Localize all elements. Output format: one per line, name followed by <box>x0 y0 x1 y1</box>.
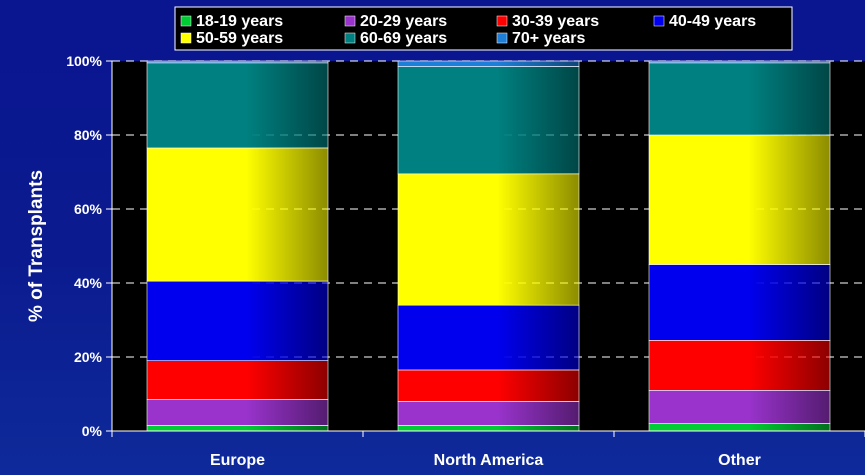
legend-swatch <box>496 15 508 27</box>
y-tick-label: 100% <box>66 53 102 69</box>
y-tick-label: 20% <box>74 349 103 365</box>
legend-label: 60-69 years <box>360 30 447 47</box>
legend-swatch <box>344 32 356 44</box>
legend-swatch <box>180 32 192 44</box>
bar-segment <box>146 62 329 149</box>
bar-segment <box>648 264 831 341</box>
bar-segment <box>648 134 831 265</box>
bar-segment <box>397 304 580 371</box>
y-tick-label: 60% <box>74 201 103 217</box>
bar-segment <box>397 369 580 402</box>
legend-label: 20-29 years <box>360 13 447 30</box>
bar-segment <box>146 147 329 282</box>
bar-segment <box>397 66 580 175</box>
legend-label: 40-49 years <box>669 13 756 30</box>
bar-segment <box>146 280 329 361</box>
x-axis: Europe North America Other <box>111 430 865 469</box>
bar-segment <box>648 340 831 391</box>
y-axis: 0% 20% 40% 60% 80% 100% <box>66 53 113 439</box>
x-tick-label: North America <box>434 452 544 469</box>
y-tick-label: 0% <box>82 423 103 439</box>
legend-label: 50-59 years <box>196 30 283 47</box>
legend-swatch <box>344 15 356 27</box>
bar-segment <box>648 423 831 432</box>
bar-segment <box>146 399 329 426</box>
bar-segment <box>397 425 580 432</box>
x-tick-label: Europe <box>210 452 265 469</box>
legend-label: 30-39 years <box>512 13 599 30</box>
bar-segment <box>648 389 831 424</box>
bar-segment <box>146 425 329 432</box>
bar-segment <box>648 60 831 64</box>
legend-swatch <box>180 15 192 27</box>
bar-segment <box>146 60 329 64</box>
bar-segment <box>397 60 580 67</box>
y-tick-label: 40% <box>74 275 103 291</box>
bar-segment <box>146 360 329 400</box>
y-tick-label: 80% <box>74 127 103 143</box>
x-tick-label: Other <box>718 452 761 469</box>
y-axis-title: % of Transplants <box>26 170 47 322</box>
legend-swatch <box>496 32 508 44</box>
bar-segment <box>397 173 580 306</box>
legend: 18-19 years 20-29 years 30-39 years 40-49 y… <box>174 6 793 51</box>
legend-swatch <box>653 15 665 27</box>
bar-segment <box>397 401 580 426</box>
legend-box <box>174 6 793 51</box>
legend-label: 70+ years <box>512 30 586 47</box>
bars <box>146 60 831 432</box>
bar-segment <box>648 62 831 136</box>
legend-label: 18-19 years <box>196 13 283 30</box>
